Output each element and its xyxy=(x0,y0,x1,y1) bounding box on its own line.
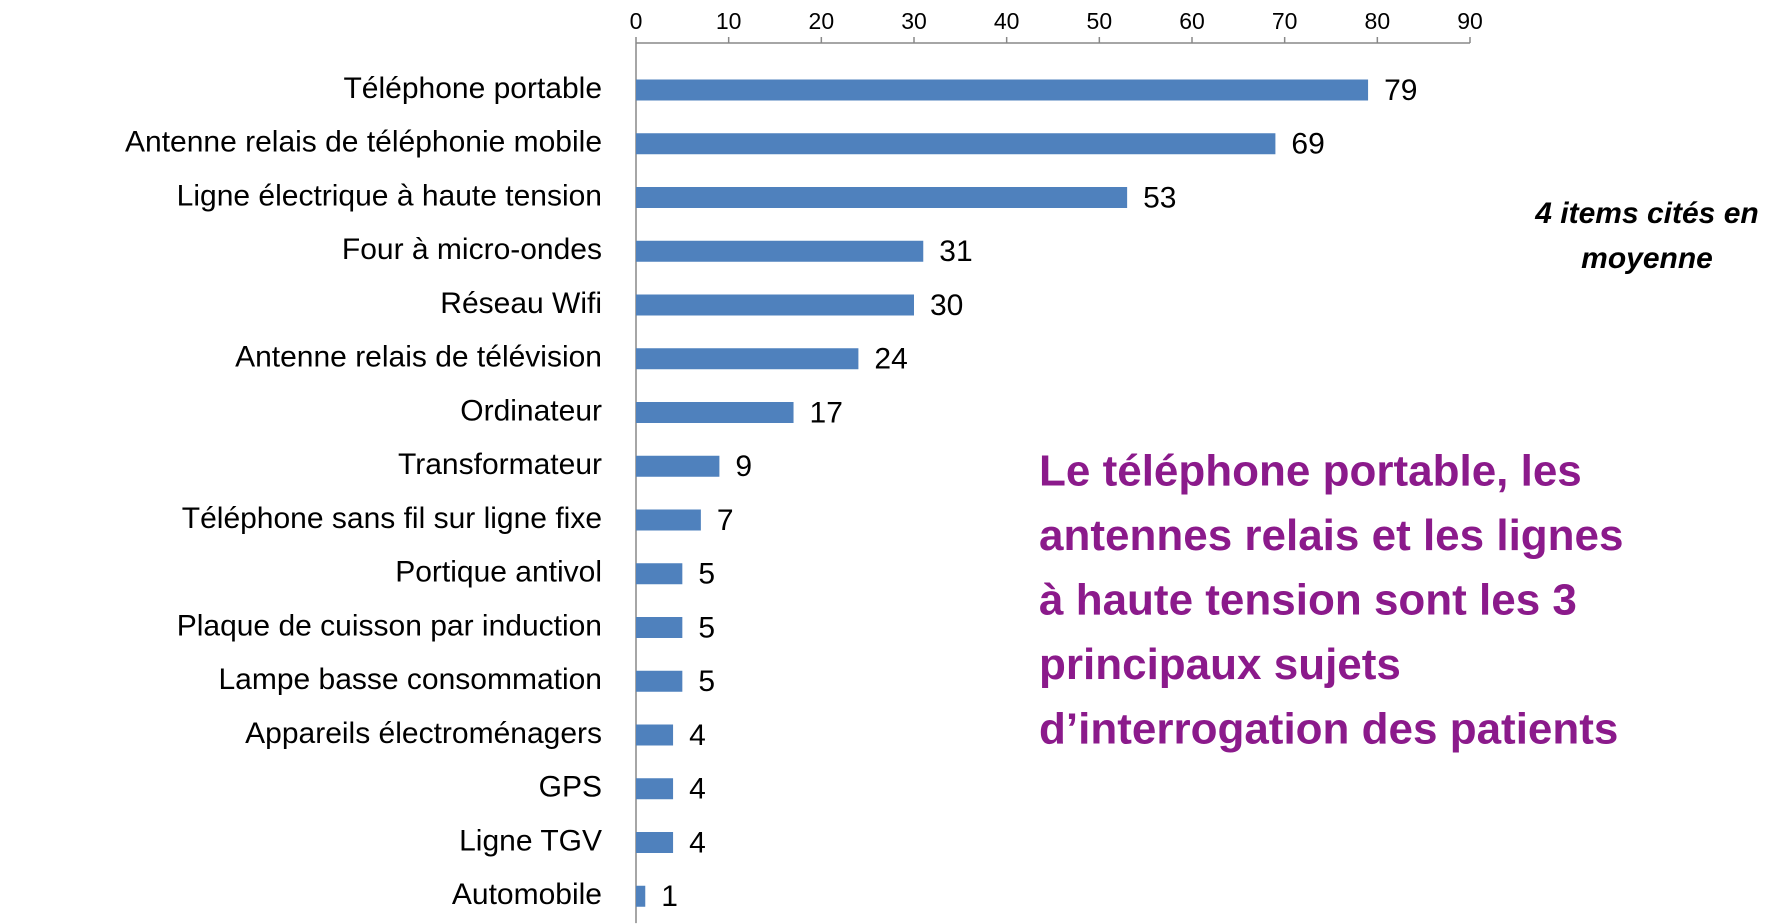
value-label: 79 xyxy=(1384,74,1417,107)
x-tick-label: 50 xyxy=(1087,8,1113,34)
headline: principaux sujets xyxy=(1039,640,1401,689)
bar xyxy=(636,240,924,262)
x-tick-label: 90 xyxy=(1457,8,1483,34)
bar xyxy=(636,348,859,370)
value-label: 53 xyxy=(1143,181,1176,214)
category-label: Lampe basse consommation xyxy=(218,663,602,696)
bar xyxy=(636,670,683,692)
category-label: Ligne électrique à haute tension xyxy=(177,179,602,212)
category-label: Réseau Wifi xyxy=(440,287,602,320)
bar xyxy=(636,133,1276,155)
bar xyxy=(636,402,794,423)
bar xyxy=(636,885,646,907)
headline: antennes relais et les lignes xyxy=(1039,511,1623,560)
bar xyxy=(636,187,1128,208)
value-label: 4 xyxy=(689,719,706,752)
headline: Le téléphone portable, les xyxy=(1039,447,1582,496)
x-tick-label: 20 xyxy=(809,8,835,34)
note: 4 items cités en xyxy=(1534,197,1758,230)
bar xyxy=(636,509,701,531)
headline: à haute tension sont les 3 xyxy=(1039,576,1577,625)
bar xyxy=(636,79,1369,101)
value-label: 31 xyxy=(939,235,972,268)
category-label: Appareils électroménagers xyxy=(245,717,602,750)
category-label: GPS xyxy=(539,771,602,804)
bar xyxy=(636,294,914,316)
bar xyxy=(636,563,683,585)
value-label: 9 xyxy=(735,450,752,483)
category-label: Ordinateur xyxy=(460,394,602,427)
category-label: Antenne relais de télévision xyxy=(235,341,602,374)
value-label: 5 xyxy=(698,558,715,591)
value-label: 5 xyxy=(698,611,715,644)
category-label: Transformateur xyxy=(398,448,602,481)
bar xyxy=(636,724,674,746)
x-tick-label: 10 xyxy=(716,8,742,34)
category-label: Ligne TGV xyxy=(459,824,602,857)
value-label: 17 xyxy=(810,396,843,429)
bar xyxy=(636,778,674,800)
x-tick-label: 0 xyxy=(630,8,643,34)
category-label: Portique antivol xyxy=(395,556,602,589)
value-label: 1 xyxy=(661,880,678,913)
category-label: Automobile xyxy=(452,878,602,911)
value-label: 5 xyxy=(698,665,715,698)
bar xyxy=(636,617,683,638)
x-tick-label: 40 xyxy=(994,8,1020,34)
x-tick-label: 70 xyxy=(1272,8,1298,34)
bar xyxy=(636,832,674,853)
value-label: 30 xyxy=(930,289,963,322)
x-tick-label: 80 xyxy=(1365,8,1391,34)
headline: d’interrogation des patients xyxy=(1039,705,1618,754)
x-tick-label: 60 xyxy=(1179,8,1205,34)
value-label: 24 xyxy=(874,343,907,376)
bar xyxy=(636,455,720,477)
category-label: Four à micro-ondes xyxy=(342,233,602,266)
category-label: Antenne relais de téléphonie mobile xyxy=(125,126,602,159)
value-label: 7 xyxy=(717,504,734,537)
x-tick-label: 30 xyxy=(901,8,927,34)
note: moyenne xyxy=(1581,242,1713,275)
category-label: Plaque de cuisson par induction xyxy=(177,609,602,642)
category-label: Téléphone portable xyxy=(343,72,602,105)
value-label: 4 xyxy=(689,826,706,859)
value-label: 4 xyxy=(689,773,706,806)
value-label: 69 xyxy=(1291,128,1324,161)
category-label: Téléphone sans fil sur ligne fixe xyxy=(182,502,602,535)
